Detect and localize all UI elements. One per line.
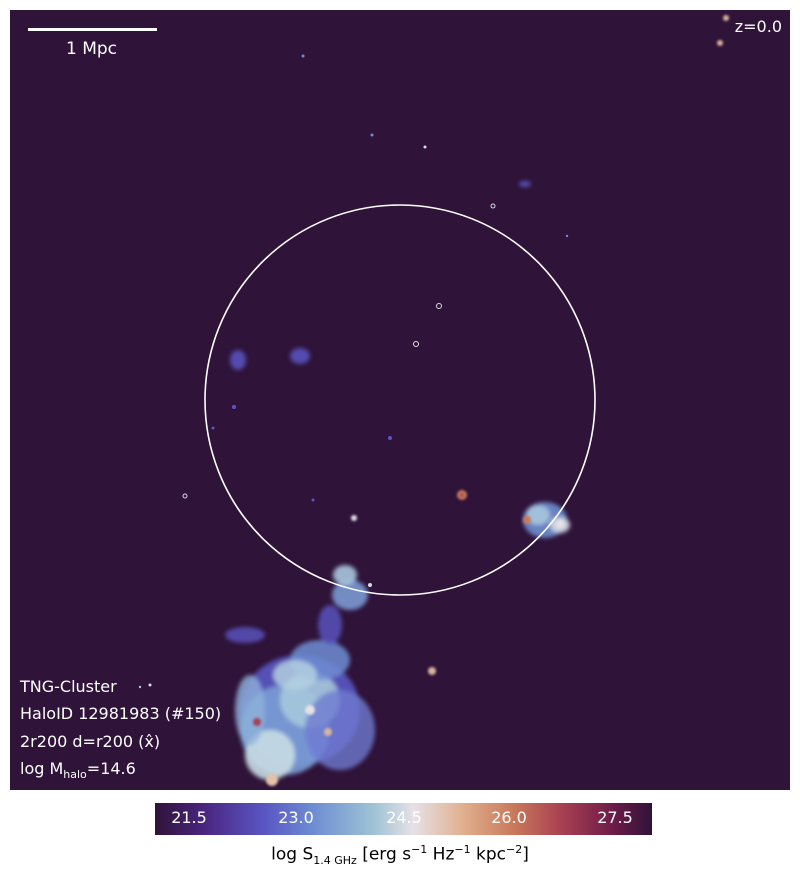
radio-emission-map: 1 Mpc z=0.0 TNG-Cluster HaloID 12981983 …: [10, 10, 790, 790]
aperture-label: 2r200 d=r200 (x̂): [20, 732, 160, 751]
cbar-exp2: −1: [454, 843, 471, 856]
colorbar-tick: 21.5: [171, 808, 207, 827]
mass-subscript: halo: [63, 768, 87, 782]
cbar-exp3: −2: [506, 843, 523, 856]
aperture-prefix: 2r200 d=r200 (: [20, 732, 145, 751]
colorbar: 21.5 23.0 24.5 26.0 27.5: [155, 803, 652, 835]
cbar-units-b: Hz: [427, 844, 455, 865]
emission-map-svg: [138, 15, 729, 786]
colorbar-label: log S1.4 GHz [erg s−1 Hz−1 kpc−2]: [0, 843, 800, 867]
scale-bar-label: 1 Mpc: [66, 39, 118, 59]
cbar-units-c: kpc: [470, 844, 507, 865]
colorbar-tick: 27.5: [597, 808, 633, 827]
simulation-label: TNG-Cluster: [20, 677, 117, 696]
halo-id-label: HaloID 12981983 (#150): [20, 704, 222, 723]
aperture-axis: x̂: [144, 732, 154, 751]
cbar-label-prefix: log S: [271, 844, 314, 865]
aperture-suffix: ): [153, 732, 161, 751]
mass-value: =14.6: [86, 759, 136, 778]
halo-mass-label: log Mhalo=14.6: [20, 759, 136, 781]
scale-bar: [28, 28, 157, 31]
colorbar-tick: 23.0: [278, 808, 314, 827]
cbar-exp1: −1: [411, 843, 428, 856]
cbar-label-sub: 1.4 GHz: [313, 854, 357, 868]
colorbar-gradient: [155, 803, 652, 835]
colorbar-tick: 26.0: [491, 808, 527, 827]
cbar-units-a: [erg s: [356, 844, 412, 865]
point-sources: [138, 54, 569, 689]
colorbar-tick: 24.5: [386, 808, 422, 827]
bright-knots: [253, 15, 729, 786]
redshift-label: z=0.0: [734, 17, 782, 36]
diffuse-emission-region: [225, 181, 570, 780]
cbar-units-d: ]: [522, 844, 529, 865]
r200-circle: [204, 204, 596, 596]
mass-prefix: log M: [20, 759, 64, 778]
